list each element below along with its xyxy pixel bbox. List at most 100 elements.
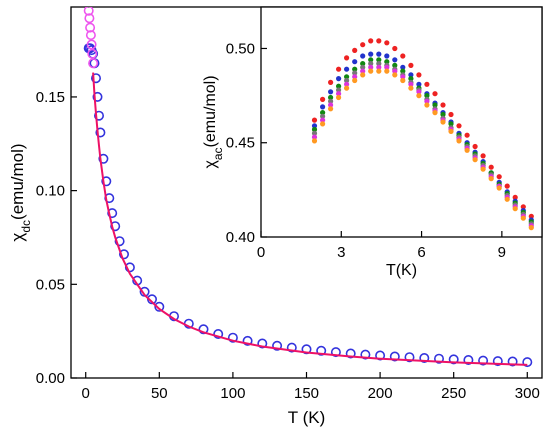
inset-data-point-series-1 [392, 57, 398, 63]
main-data-point-series-1 [85, 22, 96, 33]
inset-data-point-series-1 [320, 104, 326, 110]
inset-y-axis-title: χac(emu/mol) [202, 75, 225, 168]
main-data-point-series-0 [492, 356, 503, 367]
inset-data-point-series-0 [352, 47, 358, 54]
inset-data-point-series-3 [360, 64, 366, 70]
inset-data-point-series-0 [432, 91, 438, 97]
inset-data-point-series-2 [376, 57, 382, 63]
inset-data-point-series-5 [456, 138, 462, 144]
main-data-point-series-0 [507, 356, 518, 367]
main-data-point-series-1 [86, 39, 97, 50]
main-data-point-series-1 [84, 13, 95, 24]
inset-data-point-series-4 [344, 81, 350, 87]
inset-y-axis-unit: (emu/mol) [202, 75, 219, 147]
inset-data-point-series-4 [392, 68, 398, 74]
inset-data-point-series-3 [344, 77, 350, 84]
inset-data-point-series-0 [512, 194, 518, 200]
inset-data-point-series-5 [400, 77, 406, 84]
main-data-point-series-1 [85, 30, 96, 41]
main-x-tick-label: 200 [368, 385, 393, 402]
inset-data-point-series-2 [408, 76, 414, 82]
inset-data-point-series-0 [368, 38, 374, 44]
main-data-point-series-0 [463, 354, 474, 365]
main-fit-line [92, 72, 528, 366]
inset-data-point-series-5 [488, 176, 494, 182]
main-data-point-series-0 [433, 353, 444, 364]
main-data-point-series-0 [448, 354, 459, 365]
inset-data-point-series-4 [416, 89, 422, 95]
inset-y-axis-symbol: χ [202, 160, 219, 169]
inset-data-point-series-5 [376, 68, 382, 74]
inset-data-layer [311, 38, 534, 231]
inset-data-point-series-4 [352, 74, 358, 80]
inset-data-point-series-1 [328, 89, 334, 95]
main-data-point-series-1 [88, 58, 99, 69]
inset-data-point-series-0 [416, 72, 422, 78]
inset-data-point-series-1 [368, 51, 374, 57]
inset-data-point-series-2 [384, 59, 390, 65]
inset-data-point-series-0 [520, 204, 526, 210]
inset-data-point-series-3 [376, 61, 382, 67]
inset-data-point-series-3 [311, 130, 318, 136]
inset-data-point-series-0 [336, 66, 342, 72]
main-data-point-series-0 [360, 349, 371, 360]
inset-x-tick-label: 9 [498, 244, 506, 261]
inset-data-point-series-5 [520, 215, 526, 221]
main-data-point-series-0 [389, 351, 400, 362]
main-data-point-series-0 [242, 335, 253, 346]
inset-y-tick-label: 0.45 [226, 135, 255, 152]
inset-data-point-series-0 [392, 45, 398, 52]
inset-data-point-series-1 [360, 53, 366, 59]
inset-data-point-series-2 [440, 111, 446, 118]
inset-data-point-series-5 [448, 128, 454, 134]
inset-data-point-series-5 [344, 85, 350, 91]
main-y-axis-subscript: dc [19, 220, 33, 233]
inset-data-point-series-0 [311, 117, 318, 123]
main-x-tick-label: 100 [220, 385, 245, 402]
inset-data-point-series-0 [440, 102, 446, 108]
inset-data-point-series-0 [456, 123, 462, 129]
inset-data-point-series-5 [512, 206, 518, 212]
main-data-point-series-0 [198, 324, 209, 335]
main-data-point-series-0 [478, 355, 489, 366]
inset-data-point-series-5 [504, 196, 510, 202]
main-data-point-series-0 [110, 221, 121, 232]
main-data-point-series-0 [101, 176, 112, 187]
inset-data-point-series-3 [368, 61, 374, 67]
main-data-point-series-0 [154, 301, 165, 312]
inset-data-point-series-2 [432, 102, 438, 108]
main-data-point-series-0 [94, 110, 105, 121]
inset-data-point-series-2 [352, 66, 358, 72]
inset-data-point-series-5 [384, 68, 390, 74]
inset-data-point-series-3 [352, 70, 358, 76]
inset-data-point-series-2 [344, 74, 350, 80]
main-x-tick-label: 150 [294, 385, 319, 402]
inset-data-point-series-2 [400, 68, 406, 74]
inset-plot-frame [260, 6, 543, 238]
main-data-point-series-0 [227, 332, 238, 343]
inset-plot: 0 3 6 9 0.40 0.45 0.50 T(K) χac(emu/mol) [202, 6, 543, 279]
main-data-point-series-0 [286, 342, 297, 353]
main-data-point-series-0 [91, 73, 102, 84]
main-data-layer [83, 7, 533, 368]
main-y-tick-label: 0.05 [36, 276, 65, 293]
inset-data-point-series-1 [400, 64, 406, 70]
inset-data-point-series-5 [360, 72, 366, 78]
main-data-point-series-0 [345, 348, 356, 359]
inset-data-point-series-0 [360, 42, 366, 48]
inset-data-point-series-5 [472, 157, 478, 163]
main-data-point-series-0 [98, 153, 109, 164]
inset-data-point-series-1 [408, 72, 414, 78]
inset-data-point-series-0 [472, 143, 478, 150]
main-y-axis-title: χdc(emu/mol) [8, 143, 33, 241]
inset-data-point-series-5 [416, 93, 422, 99]
main-data-point-series-0 [330, 347, 341, 358]
inset-data-point-series-5 [328, 106, 334, 112]
inset-data-point-series-5 [408, 85, 414, 91]
inset-data-point-series-0 [328, 79, 334, 85]
inset-data-point-series-5 [320, 121, 326, 127]
inset-data-point-series-2 [360, 61, 366, 67]
inset-data-point-series-5 [440, 119, 446, 125]
inset-data-point-series-4 [360, 68, 366, 74]
